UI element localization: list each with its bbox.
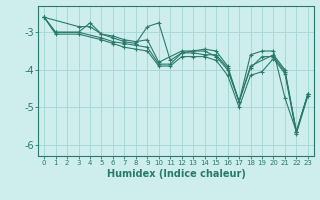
X-axis label: Humidex (Indice chaleur): Humidex (Indice chaleur): [107, 169, 245, 179]
